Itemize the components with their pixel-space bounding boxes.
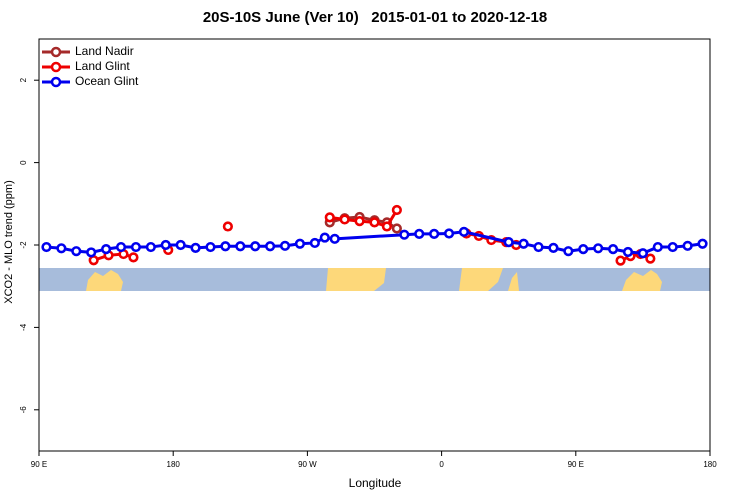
ocean-glint-point xyxy=(563,246,574,257)
land-glint-point xyxy=(128,252,139,263)
y-tick-label: 2 xyxy=(19,77,28,82)
y-tick-label: 0 xyxy=(19,160,28,165)
land-glint-point xyxy=(88,255,99,266)
ocean-glint-point xyxy=(652,241,663,253)
land-region xyxy=(622,270,662,291)
ocean-glint-point xyxy=(56,243,67,254)
ocean-glint-point xyxy=(71,246,82,257)
ocean-glint-point xyxy=(607,244,619,255)
ocean-glint-point xyxy=(518,238,529,249)
ocean-glint-point xyxy=(593,243,604,254)
ocean-glint-point xyxy=(548,242,559,253)
land-region xyxy=(326,268,386,291)
ocean-glint-point xyxy=(697,238,708,249)
legend-swatch-land-nadir xyxy=(42,46,70,58)
x-tick-label: 90 W xyxy=(298,460,317,469)
ocean-glint-point xyxy=(637,248,649,259)
land-glint-point xyxy=(391,204,402,216)
land-glint-point xyxy=(381,221,393,232)
legend-label-land-nadir: Land Nadir xyxy=(75,44,134,58)
ocean-glint-point xyxy=(429,228,440,239)
land-nadir-point xyxy=(391,223,402,234)
land-glint-point xyxy=(324,212,335,223)
x-tick-label: 0 xyxy=(439,460,444,469)
legend-label-land-glint: Land Glint xyxy=(75,59,130,73)
land-glint-line xyxy=(93,252,134,262)
ocean-glint-point xyxy=(578,244,589,255)
ocean-glint-point xyxy=(41,241,52,253)
ocean-glint-point xyxy=(414,228,425,239)
land-glint-point xyxy=(222,221,233,232)
ocean-glint-point xyxy=(667,241,678,253)
x-axis: 90 E 180 90 W 0 90 E 180 xyxy=(31,451,717,469)
ocean-glint-point xyxy=(250,241,261,252)
ocean-glint-point xyxy=(205,241,216,253)
ocean-glint-point xyxy=(220,241,231,252)
ocean-glint-point xyxy=(329,233,340,244)
y-tick-label: -4 xyxy=(19,323,28,331)
x-tick-label: 90 E xyxy=(568,460,584,469)
ocean-glint-point xyxy=(622,246,634,258)
ocean-glint-point xyxy=(190,242,201,253)
land-region xyxy=(508,272,519,291)
ocean-glint-point xyxy=(145,241,156,253)
ocean-glint-point xyxy=(160,239,171,251)
legend-swatch-ocean-glint xyxy=(42,76,70,88)
land-glint-point xyxy=(615,255,626,266)
ocean-glint-point xyxy=(503,237,514,248)
y-tick-label: -6 xyxy=(19,406,28,414)
ocean-glint-point xyxy=(399,229,410,240)
legend-label-ocean-glint: Ocean Glint xyxy=(75,74,139,88)
ocean-glint-point xyxy=(443,228,455,239)
land-glint-point xyxy=(354,216,365,227)
x-tick-label: 180 xyxy=(167,460,181,469)
ocean-glint-point xyxy=(458,226,470,237)
ocean-glint-point xyxy=(175,239,186,251)
ocean-glint-point xyxy=(265,241,276,252)
land-glint-point xyxy=(645,253,656,264)
ocean-glint-point xyxy=(682,240,693,251)
ocean-glint-point xyxy=(86,247,97,258)
y-axis: -6 -4 -2 0 2 xyxy=(19,77,39,413)
ocean-glint-point xyxy=(279,240,291,251)
ocean-glint-point xyxy=(115,241,127,253)
x-tick-label: 180 xyxy=(703,460,717,469)
ocean-glint-point xyxy=(294,238,306,249)
land-glint-point xyxy=(369,217,380,228)
land-glint-point xyxy=(339,214,350,225)
land-region xyxy=(86,270,123,291)
x-axis-label: Longitude xyxy=(348,476,402,490)
ocean-glint-point xyxy=(100,244,112,255)
y-axis-label: XCO2 - MLO trend (ppm) xyxy=(3,180,15,304)
y-tick-label: -2 xyxy=(19,241,28,249)
ocean-glint-point xyxy=(533,241,544,253)
x-tick-label: 90 E xyxy=(31,460,47,469)
chart-title: 20S-10S June (Ver 10) 2015-01-01 to 2020… xyxy=(202,9,548,26)
ocean-glint-point xyxy=(309,237,320,249)
ocean-glint-point xyxy=(130,241,142,253)
ocean-glint-line xyxy=(46,230,703,255)
land-region xyxy=(459,268,503,291)
legend-swatch-land-glint xyxy=(42,61,70,73)
ocean-glint-point xyxy=(319,232,330,243)
ocean-glint-point xyxy=(235,241,246,252)
map-strip xyxy=(39,268,710,291)
series-layer xyxy=(41,204,708,266)
